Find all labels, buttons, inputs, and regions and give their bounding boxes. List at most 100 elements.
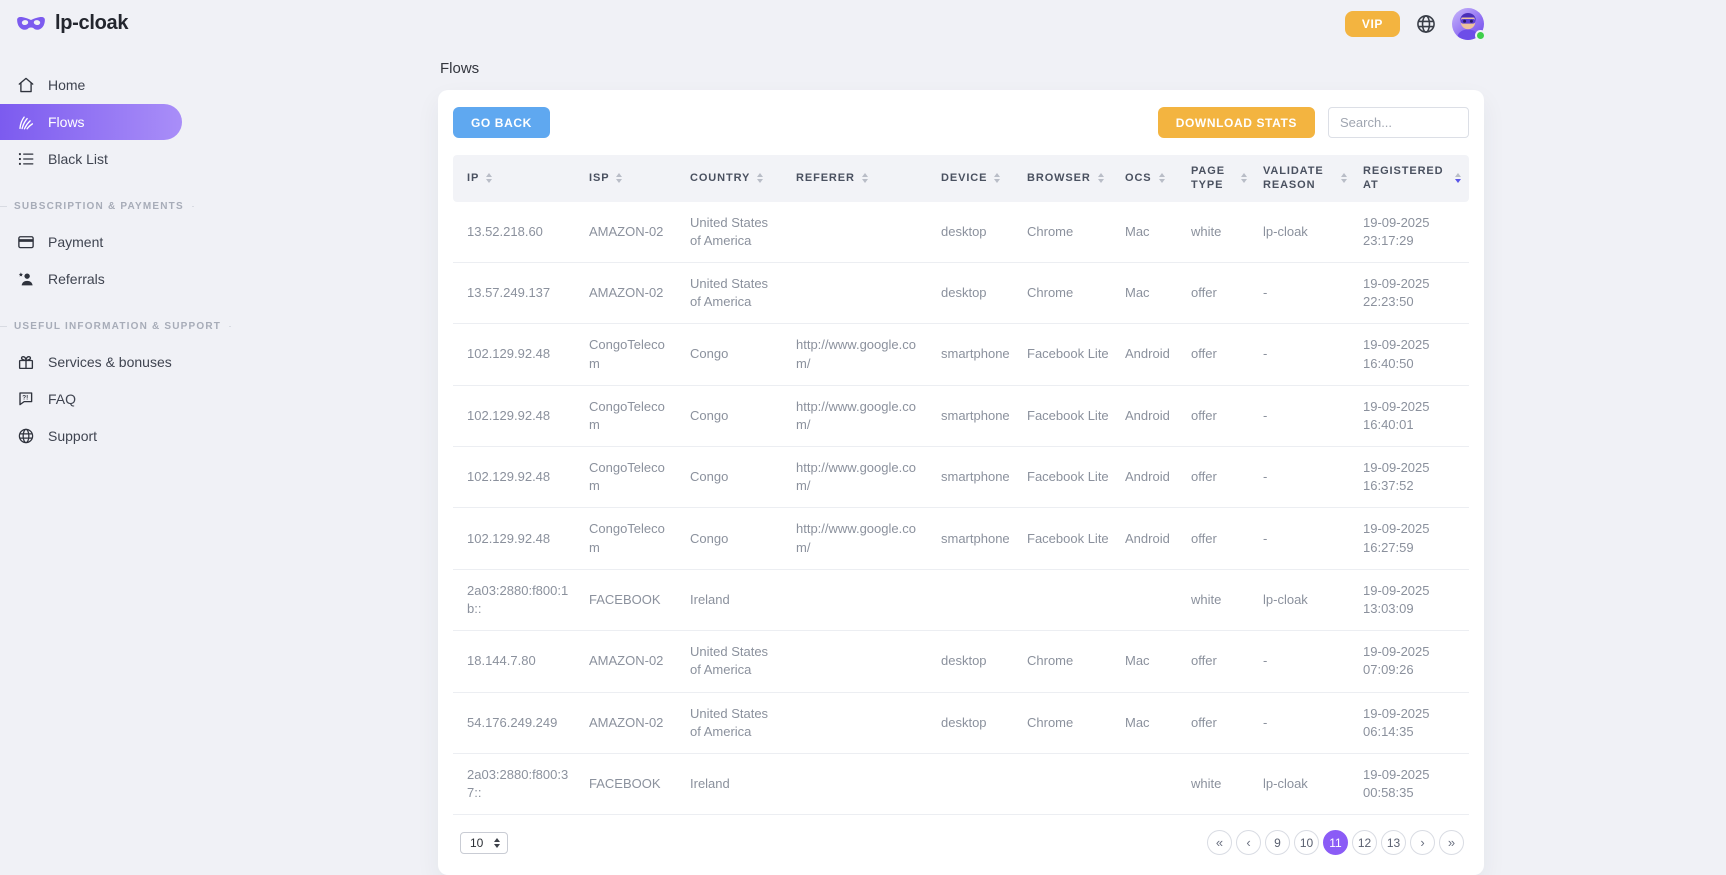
cell-browser: Chrome [1019,263,1117,325]
sidebar-item-home[interactable]: Home [0,67,182,103]
cell-referer [788,202,933,263]
language-globe-icon[interactable] [1415,13,1437,35]
pagination-next-button[interactable]: › [1410,830,1435,856]
column-header-isp[interactable]: ISP [581,155,682,202]
page-title: Flows [440,60,480,77]
go-back-button[interactable]: GO BACK [453,107,550,138]
mask-logo-icon [16,14,46,33]
sidebar-item-black-list[interactable]: Black List [0,141,182,177]
cell-ip: 2a03:2880:f800:1b:: [453,570,581,632]
table-body: 13.52.218.60 AMAZON-02 United States of Am… [453,202,1469,816]
column-header-referer[interactable]: REFERER [788,155,933,202]
search-input[interactable] [1328,107,1469,138]
pagination-prev-button[interactable]: ‹ [1236,830,1261,856]
cell-ip: 102.129.92.48 [453,508,581,570]
cell-country: Congo [682,508,788,570]
cell-country: Ireland [682,570,788,632]
cell-registered-at: 19-09-2025 16:37:52 [1355,447,1469,509]
column-header-registered-at[interactable]: REGISTERED AT [1355,155,1469,202]
cell-validate-reason: - [1255,386,1355,448]
sidebar-section-support: Useful information & support [0,321,220,332]
sidebar-item-services-bonuses[interactable]: Services & bonuses [0,344,182,380]
cell-browser: Chrome [1019,693,1117,754]
pagination-page-button-active[interactable]: 11 [1323,830,1348,856]
cell-registered-at: 19-09-2025 13:03:09 [1355,570,1469,632]
cell-isp: FACEBOOK [581,754,682,816]
cell-device: desktop [933,631,1019,693]
faq-icon: ?! [17,390,35,408]
pagination-page-button[interactable]: 13 [1381,830,1406,856]
cell-device: smartphone [933,508,1019,570]
pagination-page-button[interactable]: 12 [1352,830,1377,856]
cell-page-type: offer [1183,324,1255,386]
app-layout: lp-cloak Home Flows Black List Subscript… [0,0,1726,850]
pagination-page-button[interactable]: 9 [1265,830,1290,856]
cell-validate-reason: - [1255,447,1355,509]
cell-device: desktop [933,693,1019,754]
sidebar-item-support[interactable]: Support [0,418,182,454]
cell-country: Congo [682,324,788,386]
gift-icon [17,353,35,371]
cell-validate-reason: - [1255,508,1355,570]
cell-registered-at: 19-09-2025 00:58:35 [1355,754,1469,816]
sidebar-item-label: FAQ [48,391,77,407]
cell-page-type: white [1183,570,1255,632]
cell-registered-at: 19-09-2025 06:14:35 [1355,693,1469,754]
cell-ip: 102.129.92.48 [453,386,581,448]
main-content: VIP Flows GO BACK D [182,0,1726,875]
sidebar-item-faq[interactable]: ?! FAQ [0,381,182,417]
sidebar-item-label: Home [48,77,86,93]
pagination-last-button[interactable]: » [1439,830,1464,856]
cell-country: Ireland [682,754,788,816]
cell-ip: 54.176.249.249 [453,693,581,754]
cell-browser: Facebook Lite [1019,386,1117,448]
page-size-value: 10 [470,835,484,850]
cell-isp: AMAZON-02 [581,263,682,325]
cell-referer [788,693,933,754]
column-header-ocs[interactable]: OCS [1117,155,1183,202]
logo-text: lp-cloak [55,12,129,34]
sort-icon [757,173,764,184]
flows-card: GO BACK DOWNLOAD STATS IP ISP COUNTRY [438,90,1484,875]
cell-registered-at: 19-09-2025 07:09:26 [1355,631,1469,693]
svg-text:?!: ?! [22,394,28,401]
sidebar-item-flows[interactable]: Flows [0,104,182,140]
table-row: 102.129.92.48 CongoTelecom Congo http://www… [453,508,1469,570]
pagination: « ‹ 9 10 11 12 13 › » [1207,830,1464,856]
blacklist-icon [17,150,35,168]
column-header-page-type[interactable]: PAGE TYPE [1183,155,1255,202]
cell-isp: CongoTelecom [581,386,682,448]
column-header-ip[interactable]: IP [453,155,581,202]
pagination-page-button[interactable]: 10 [1294,830,1319,856]
sort-icon [1241,173,1247,184]
cell-validate-reason: - [1255,263,1355,325]
logo[interactable]: lp-cloak [0,12,182,35]
download-stats-button[interactable]: DOWNLOAD STATS [1157,107,1315,138]
avatar[interactable] [1452,8,1486,41]
cell-validate-reason: lp-cloak [1255,202,1355,263]
cell-page-type: white [1183,202,1255,263]
sidebar-item-payment[interactable]: Payment [0,224,182,260]
cell-country: Congo [682,386,788,448]
column-header-device[interactable]: DEVICE [933,155,1019,202]
sidebar-item-label: Referrals [48,271,105,287]
cell-ip: 13.52.218.60 [453,202,581,263]
vip-button[interactable]: VIP [1344,11,1400,37]
column-header-validate-reason[interactable]: VALIDATE REASON [1255,155,1355,202]
sort-icon [1341,173,1347,184]
page-size-select[interactable]: 10 [460,831,509,854]
cell-page-type: offer [1183,508,1255,570]
table-row: 54.176.249.249 AMAZON-02 United States of … [453,693,1469,754]
sidebar-item-label: Payment [48,234,104,250]
column-header-country[interactable]: COUNTRY [682,155,788,202]
cell-country: United States of America [682,693,788,754]
cell-device: desktop [933,202,1019,263]
cell-referer [788,754,933,816]
cell-referer [788,570,933,632]
sort-icon [1097,173,1104,184]
cell-browser: Facebook Lite [1019,447,1117,509]
sidebar-item-referrals[interactable]: Referrals [0,261,182,297]
column-header-browser[interactable]: BROWSER [1019,155,1117,202]
cell-referer: http://www.google.com/ [788,447,933,509]
pagination-first-button[interactable]: « [1207,830,1232,856]
